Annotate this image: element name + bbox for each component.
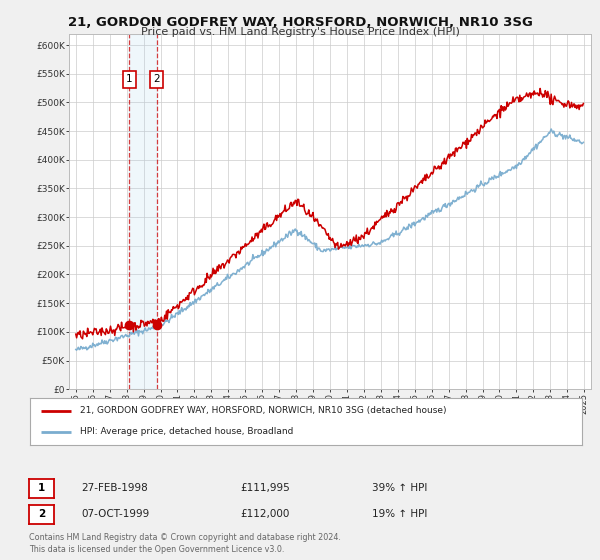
Text: 27-FEB-1998: 27-FEB-1998: [81, 483, 148, 493]
Text: £112,000: £112,000: [240, 509, 289, 519]
Text: £111,995: £111,995: [240, 483, 290, 493]
Text: 1: 1: [126, 74, 133, 85]
Text: 1: 1: [38, 483, 45, 493]
Text: 07-OCT-1999: 07-OCT-1999: [81, 509, 149, 519]
Text: Contains HM Land Registry data © Crown copyright and database right 2024.
This d: Contains HM Land Registry data © Crown c…: [29, 533, 341, 554]
Text: HPI: Average price, detached house, Broadland: HPI: Average price, detached house, Broa…: [80, 427, 293, 436]
Text: 21, GORDON GODFREY WAY, HORSFORD, NORWICH, NR10 3SG (detached house): 21, GORDON GODFREY WAY, HORSFORD, NORWIC…: [80, 407, 446, 416]
Text: 2: 2: [154, 74, 160, 85]
Text: 39% ↑ HPI: 39% ↑ HPI: [372, 483, 427, 493]
Text: 19% ↑ HPI: 19% ↑ HPI: [372, 509, 427, 519]
Text: 21, GORDON GODFREY WAY, HORSFORD, NORWICH, NR10 3SG: 21, GORDON GODFREY WAY, HORSFORD, NORWIC…: [68, 16, 532, 29]
Text: Price paid vs. HM Land Registry's House Price Index (HPI): Price paid vs. HM Land Registry's House …: [140, 27, 460, 38]
Text: 2: 2: [38, 509, 45, 519]
Bar: [129, 34, 157, 389]
